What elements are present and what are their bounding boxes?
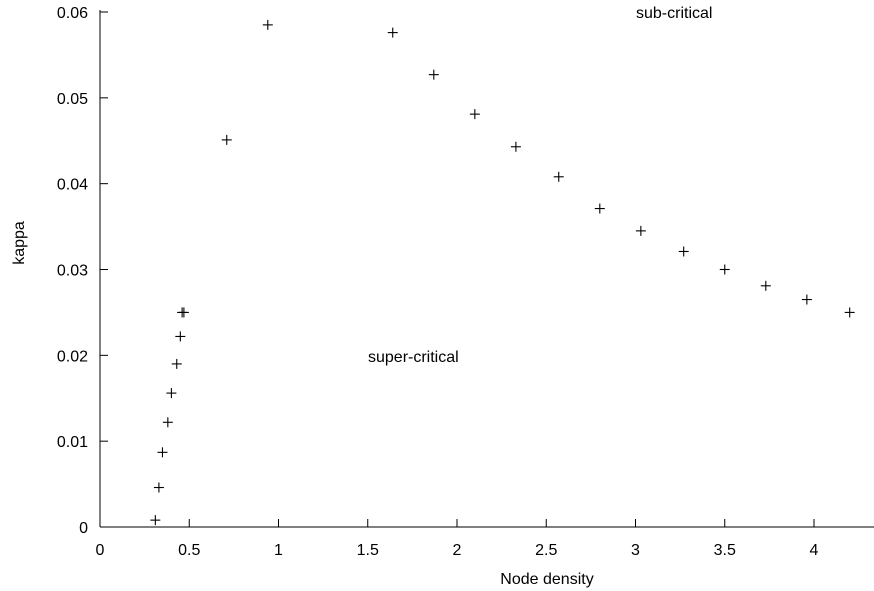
x-tick-label: 3.5 — [714, 542, 736, 559]
y-ticks: 0 0.01 0.02 0.03 0.04 0.05 0.06 — [57, 5, 108, 537]
data-point — [801, 294, 812, 305]
y-tick-label: 0.05 — [57, 91, 88, 108]
data-point — [175, 331, 186, 342]
data-point — [178, 307, 189, 318]
data-point — [635, 225, 646, 236]
data-point — [162, 417, 173, 428]
y-tick-label: 0 — [79, 520, 88, 537]
x-axis-title: Node density — [500, 571, 593, 588]
x-tick-label: 0 — [96, 542, 105, 559]
data-point — [153, 482, 164, 493]
y-tick-label: 0.01 — [57, 434, 88, 451]
x-tick-label: 3 — [631, 542, 640, 559]
x-tick-label: 2.5 — [535, 542, 557, 559]
y-tick-label: 0.04 — [57, 177, 88, 194]
data-point — [719, 264, 730, 275]
data-point — [262, 19, 273, 30]
x-tick-label: 0.5 — [178, 542, 200, 559]
x-tick-label: 1.5 — [357, 542, 379, 559]
data-point — [166, 388, 177, 399]
data-point — [553, 171, 564, 182]
data-point — [150, 515, 161, 526]
axes — [99, 10, 874, 528]
data-point — [678, 246, 689, 257]
annotation-super-critical: super-critical — [368, 349, 459, 366]
data-point — [428, 69, 439, 80]
data-point — [387, 27, 398, 38]
data-point — [221, 134, 232, 145]
data-point — [469, 109, 480, 120]
data-point — [844, 307, 855, 318]
data-point — [171, 358, 182, 369]
x-tick-label: 2 — [453, 542, 462, 559]
y-tick-label: 0.06 — [57, 5, 88, 22]
data-point — [594, 203, 605, 214]
y-axis-title: kappa — [11, 221, 28, 265]
data-point — [157, 447, 168, 458]
data-point — [510, 141, 521, 152]
data-points — [150, 19, 855, 526]
x-tick-label: 4 — [810, 542, 819, 559]
y-tick-label: 0.03 — [57, 263, 88, 280]
data-point — [760, 280, 771, 291]
y-tick-label: 0.02 — [57, 348, 88, 365]
x-ticks: 0 0.5 1 1.5 2 2.5 3 3.5 4 — [96, 519, 819, 559]
x-tick-label: 1 — [274, 542, 283, 559]
annotation-sub-critical: sub-critical — [636, 5, 712, 22]
